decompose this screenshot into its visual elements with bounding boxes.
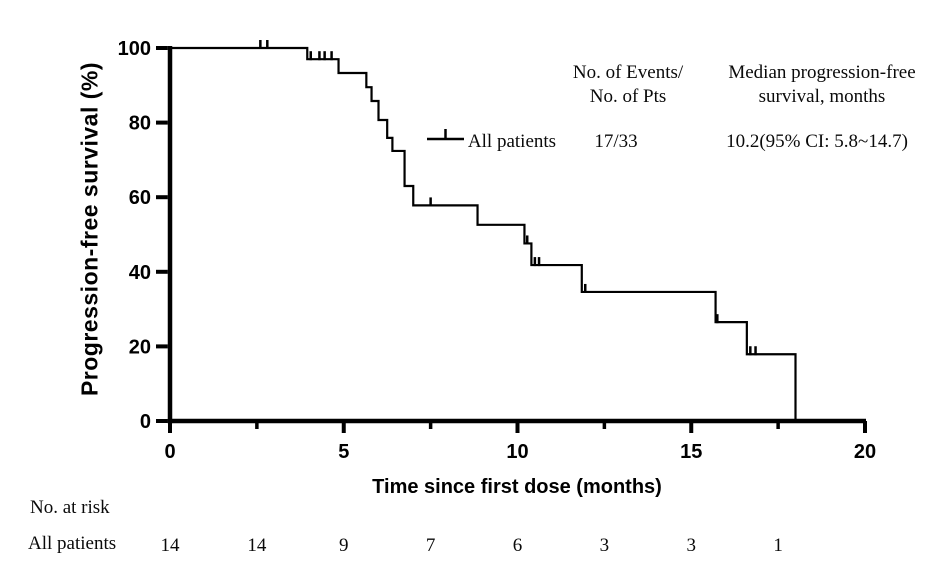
median-column-header: Median progression-free survival, months — [728, 61, 915, 109]
y-axis-tick-label: 20 — [129, 336, 151, 358]
x-axis-tick-label: 0 — [164, 441, 175, 463]
at-risk-row-label: All patients — [28, 533, 117, 554]
at-risk-value: 6 — [513, 535, 523, 556]
at-risk-value: 1 — [773, 535, 783, 556]
y-axis-tick-label: 100 — [118, 38, 151, 60]
legend-series-label: All patients — [467, 131, 557, 152]
survival-step-curve — [170, 46, 797, 421]
y-axis-title: Progression-free survival (%) — [76, 61, 103, 397]
at-risk-value: 3 — [600, 535, 610, 556]
events-value: 17/33 — [594, 131, 638, 152]
number-at-risk-title: No. at risk — [30, 497, 110, 518]
at-risk-value: 3 — [687, 535, 697, 556]
median-header-line2: survival, months — [758, 86, 886, 107]
at-risk-value: 7 — [426, 535, 436, 556]
y-axis-tick-label: 40 — [129, 262, 151, 284]
events-column-header: No. of Events/ No. of Pts — [573, 61, 683, 109]
y-axis-tick-label: 0 — [140, 411, 151, 433]
y-axis-tick-label: 80 — [129, 113, 151, 135]
events-header-line1: No. of Events/ — [572, 62, 684, 83]
at-risk-value: 9 — [339, 535, 349, 556]
events-header-line2: No. of Pts — [589, 86, 667, 107]
median-header-line1: Median progression-free — [728, 62, 916, 83]
at-risk-value: 14 — [247, 535, 267, 556]
at-risk-value: 14 — [161, 535, 181, 556]
x-axis-tick-label: 15 — [680, 441, 702, 463]
x-axis-title: Time since first dose (months) — [372, 476, 662, 498]
y-axis-tick-label: 60 — [129, 187, 151, 209]
x-axis-tick-label: 5 — [338, 441, 349, 463]
x-axis-tick-label: 20 — [854, 441, 876, 463]
median-value: 10.2(95% CI: 5.8~14.7) — [726, 131, 908, 152]
x-axis-tick-label: 10 — [506, 441, 528, 463]
